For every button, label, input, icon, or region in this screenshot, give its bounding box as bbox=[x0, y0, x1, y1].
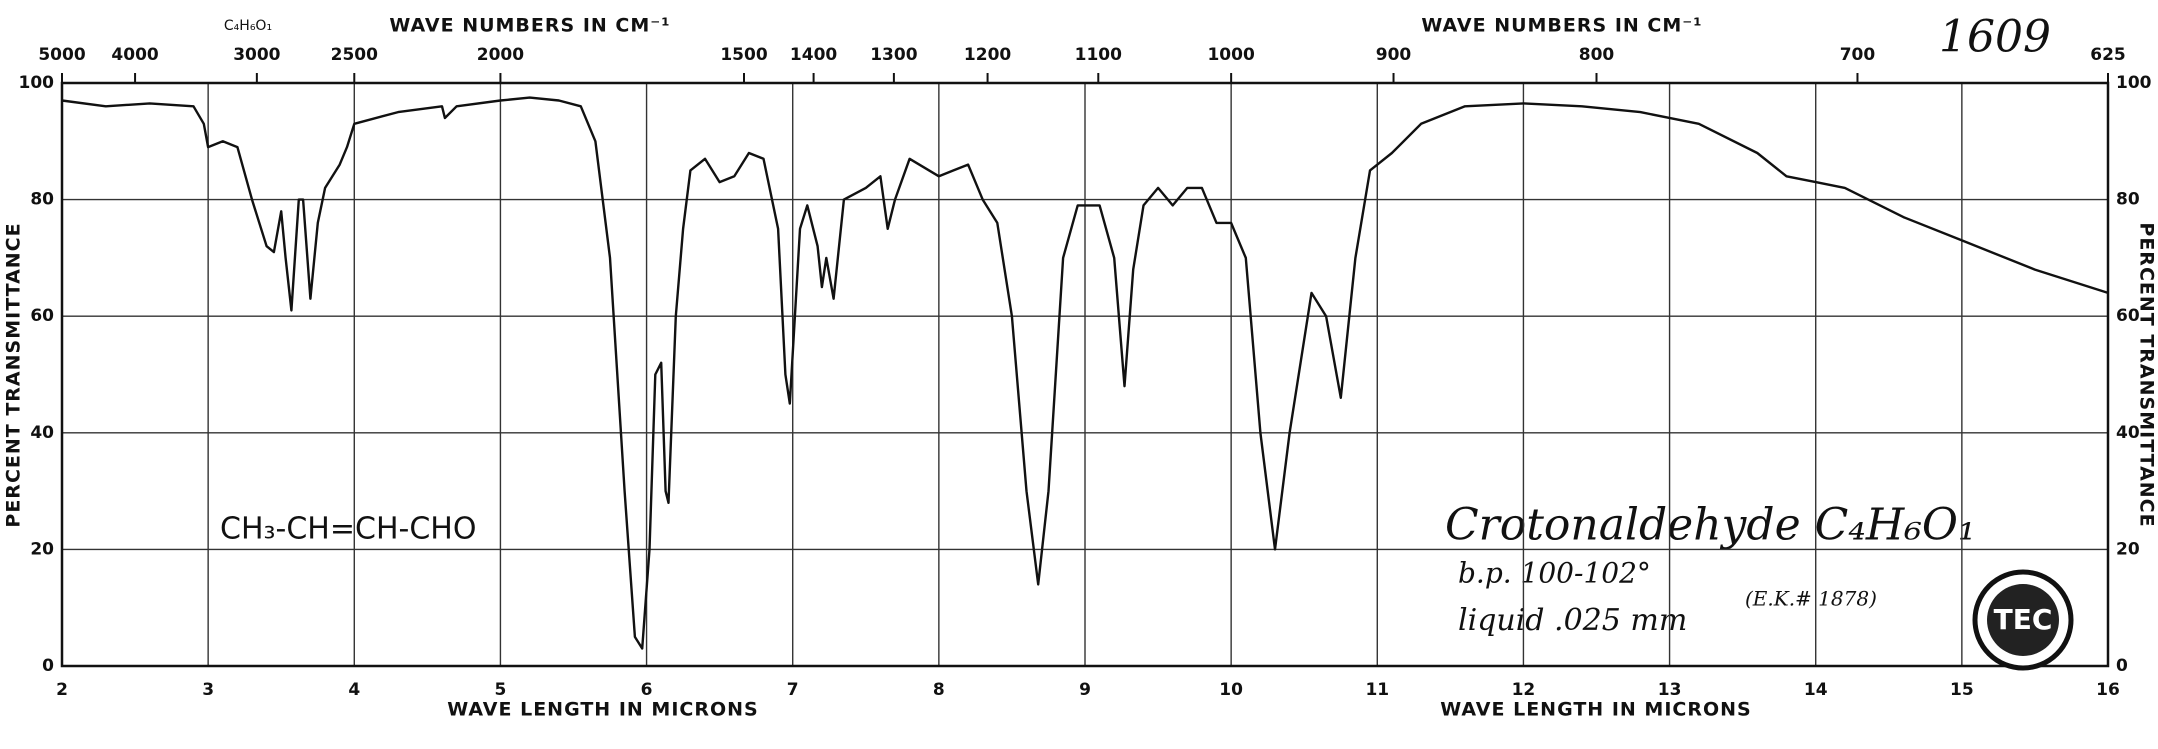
x-tick-label: 14 bbox=[1804, 680, 1828, 700]
x-tick-label: 15 bbox=[1950, 680, 1974, 700]
formula-top: C₄H₆O₁ bbox=[224, 18, 272, 34]
x-axis-label: WAVE LENGTH IN MICRONS bbox=[447, 699, 758, 721]
x-tick-label: 3 bbox=[202, 680, 214, 700]
sample-note: liquid .025 mm bbox=[1458, 603, 1687, 638]
spectrum-line bbox=[61, 96, 2109, 650]
x2-tick-label: 1400 bbox=[790, 45, 837, 65]
x2-tick-label: 2000 bbox=[477, 45, 524, 65]
y-tick-label: 20 bbox=[30, 539, 54, 559]
x2-tick-label: 800 bbox=[1579, 45, 1615, 65]
y-tick-label: 80 bbox=[30, 190, 54, 210]
y-tick-label: 60 bbox=[30, 306, 54, 326]
logo: TEC bbox=[1972, 569, 2074, 671]
logo-text: TEC bbox=[1994, 603, 2053, 636]
structure-formula: CH₃-CH=CH-CHO bbox=[220, 512, 476, 547]
x-axis-label: WAVE LENGTH IN MICRONS bbox=[1440, 699, 1751, 721]
chart-title: 1609 bbox=[1939, 12, 2051, 63]
y-tick-label: 0 bbox=[2116, 656, 2128, 676]
x2-axis-label: WAVE NUMBERS IN CM⁻¹ bbox=[1421, 15, 1702, 37]
y-axis-label: PERCENT TRANSMITTANCE bbox=[3, 222, 25, 527]
x-tick-label: 6 bbox=[641, 680, 653, 700]
x-tick-label: 4 bbox=[348, 680, 360, 700]
compound-name: Crotonaldehyde C₄H₆O₁ bbox=[1445, 500, 1976, 551]
x-tick-label: 5 bbox=[495, 680, 507, 700]
x2-axis-label: WAVE NUMBERS IN CM⁻¹ bbox=[389, 15, 670, 37]
x2-tick-label: 700 bbox=[1840, 45, 1876, 65]
x-tick-label: 16 bbox=[2096, 680, 2120, 700]
x2-tick-label: 1300 bbox=[870, 45, 917, 65]
x2-tick-label: 625 bbox=[2090, 45, 2126, 65]
x2-tick-label: 1200 bbox=[964, 45, 1011, 65]
logo-core bbox=[1987, 584, 2059, 656]
x-tick-label: 8 bbox=[933, 680, 945, 700]
x-tick-label: 10 bbox=[1219, 680, 1243, 700]
y-tick-label: 100 bbox=[2116, 73, 2152, 93]
x-tick-label: 7 bbox=[787, 680, 799, 700]
y-tick-label: 40 bbox=[2116, 423, 2140, 443]
boiling-point: b.p. 100-102° bbox=[1458, 557, 1651, 590]
x2-tick-label: 1500 bbox=[720, 45, 767, 65]
x2-tick-label: 900 bbox=[1376, 45, 1412, 65]
x-tick-label: 12 bbox=[1512, 680, 1536, 700]
catalog-number: (E.K.# 1878) bbox=[1745, 587, 1877, 611]
y-tick-label: 100 bbox=[19, 73, 55, 93]
y-tick-label: 60 bbox=[2116, 306, 2140, 326]
x-tick-label: 9 bbox=[1079, 680, 1091, 700]
x2-tick-label: 4000 bbox=[111, 45, 158, 65]
plot-frame bbox=[60, 81, 2110, 668]
x-tick-label: 13 bbox=[1658, 680, 1682, 700]
x-tick-label: 11 bbox=[1365, 680, 1389, 700]
y-tick-label: 20 bbox=[2116, 539, 2140, 559]
x2-tick-label: 2500 bbox=[331, 45, 378, 65]
y-tick-label: 40 bbox=[30, 423, 54, 443]
x2-tick-label: 3000 bbox=[233, 45, 280, 65]
x-tick-label: 2 bbox=[56, 680, 68, 700]
x2-tick-label: 1100 bbox=[1075, 45, 1122, 65]
y-tick-label: 80 bbox=[2116, 190, 2140, 210]
y-tick-label: 0 bbox=[42, 656, 54, 676]
x2-tick-label: 1000 bbox=[1207, 45, 1254, 65]
y-axis-label: PERCENT TRANSMITTANCE bbox=[2136, 222, 2158, 527]
x2-tick-label: 5000 bbox=[38, 45, 85, 65]
